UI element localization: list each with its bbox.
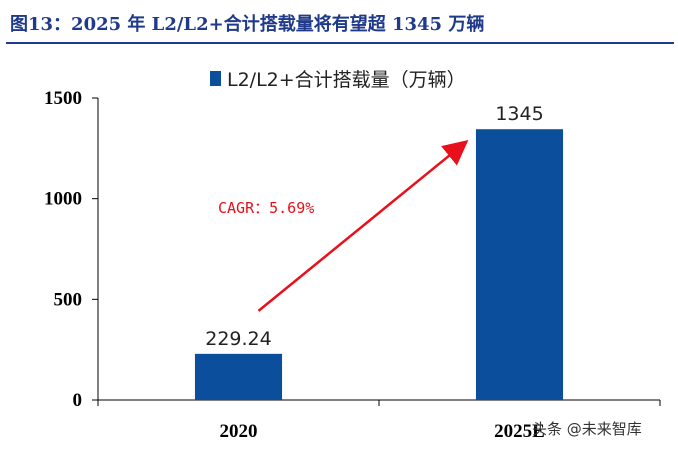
- bar: [194, 353, 283, 400]
- y-tick-label: 0: [73, 390, 83, 411]
- cagr-annotation: CAGR：5.69%: [218, 140, 469, 312]
- x-tick-label: 2025E: [494, 421, 545, 442]
- data-label: 1345: [495, 103, 543, 125]
- bar: [475, 129, 564, 400]
- legend-label: L2/L2+合计搭载量（万辆）: [227, 69, 466, 91]
- x-tick-label: 2020: [220, 421, 258, 442]
- data-labels: 229.24 1345: [205, 103, 543, 350]
- axes: 0 500 1000 1500 2020 2025E: [44, 88, 661, 442]
- y-tick-label: 1000: [44, 189, 82, 210]
- legend-swatch: [210, 71, 221, 86]
- legend: L2/L2+合计搭载量（万辆）: [210, 69, 466, 91]
- bars: [194, 129, 564, 400]
- y-tick-label: 500: [54, 289, 83, 310]
- title-rule: [6, 42, 674, 44]
- watermark: 头条 @未来智库: [532, 420, 642, 438]
- y-tick-label: 1500: [44, 88, 82, 109]
- figure-title: 图13：2025 年 L2/L2+合计搭载量将有望超 1345 万辆: [10, 14, 485, 35]
- cagr-label: CAGR：5.69%: [218, 199, 314, 217]
- data-label: 229.24: [205, 328, 271, 350]
- cagr-arrow: [257, 140, 469, 312]
